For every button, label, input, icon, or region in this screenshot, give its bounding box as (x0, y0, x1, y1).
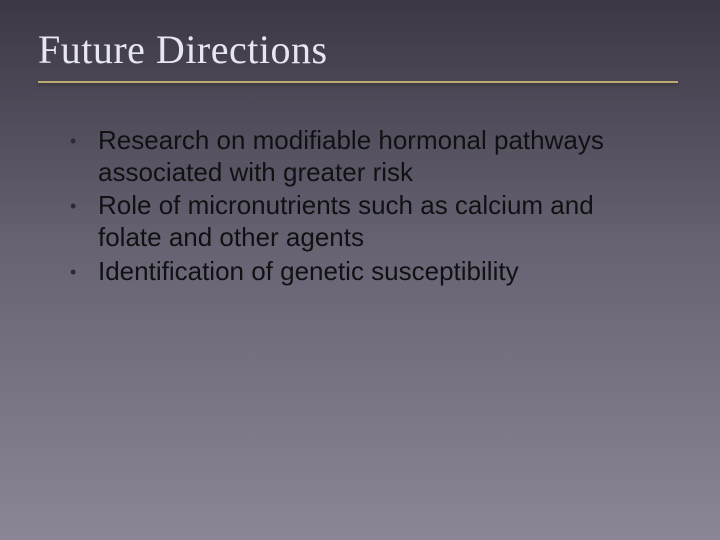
slide-title: Future Directions (38, 26, 682, 73)
bullet-list: Research on modifiable hormonal pathways… (62, 125, 660, 288)
slide: Future Directions Research on modifiable… (0, 0, 720, 540)
list-item: Research on modifiable hormonal pathways… (62, 125, 660, 188)
content-area: Research on modifiable hormonal pathways… (0, 87, 720, 288)
title-area: Future Directions (0, 0, 720, 87)
title-divider (38, 81, 678, 83)
list-item: Role of micronutrients such as calcium a… (62, 190, 660, 253)
list-item: Identification of genetic susceptibility (62, 256, 660, 288)
